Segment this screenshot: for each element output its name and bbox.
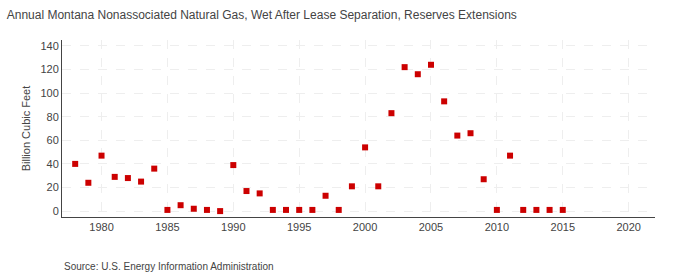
- svg-text:1990: 1990: [221, 221, 245, 233]
- svg-text:20: 20: [47, 181, 59, 193]
- svg-text:1985: 1985: [155, 221, 179, 233]
- svg-text:120: 120: [40, 63, 58, 75]
- svg-text:2005: 2005: [419, 221, 443, 233]
- svg-text:2015: 2015: [551, 221, 575, 233]
- svg-text:2020: 2020: [616, 221, 640, 233]
- svg-text:0: 0: [53, 205, 59, 217]
- svg-text:Source: U.S. Energy Informatio: Source: U.S. Energy Information Administ…: [64, 261, 274, 272]
- svg-text:80: 80: [47, 111, 59, 123]
- svg-text:40: 40: [47, 158, 59, 170]
- svg-text:2000: 2000: [353, 221, 377, 233]
- svg-text:Billion Cubic Feet: Billion Cubic Feet: [20, 86, 32, 172]
- svg-text:1995: 1995: [287, 221, 311, 233]
- svg-text:2010: 2010: [485, 221, 509, 233]
- svg-text:60: 60: [47, 134, 59, 146]
- svg-text:Annual Montana Nonassociated N: Annual Montana Nonassociated Natural Gas…: [7, 8, 517, 22]
- svg-text:1980: 1980: [89, 221, 113, 233]
- svg-text:140: 140: [40, 40, 58, 52]
- svg-text:100: 100: [40, 87, 58, 99]
